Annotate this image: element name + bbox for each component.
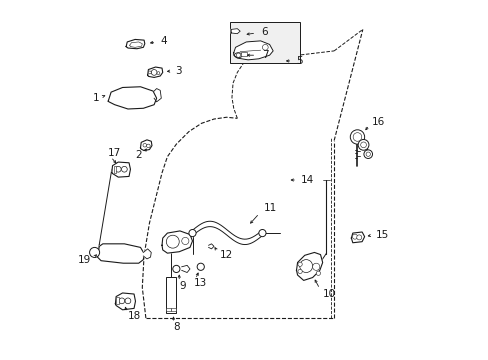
Circle shape xyxy=(357,139,368,150)
Bar xyxy=(116,297,119,304)
Circle shape xyxy=(258,229,265,237)
Circle shape xyxy=(157,72,160,75)
Bar xyxy=(171,308,175,311)
Circle shape xyxy=(360,142,366,148)
Circle shape xyxy=(312,263,319,270)
Text: 13: 13 xyxy=(193,278,206,288)
Polygon shape xyxy=(140,140,152,150)
Text: 9: 9 xyxy=(179,281,185,291)
Circle shape xyxy=(299,260,312,273)
Circle shape xyxy=(125,298,131,304)
Polygon shape xyxy=(351,232,364,243)
Circle shape xyxy=(349,130,364,144)
Text: 4: 4 xyxy=(160,36,166,46)
Circle shape xyxy=(316,271,320,275)
Circle shape xyxy=(352,133,361,141)
Polygon shape xyxy=(162,231,192,253)
Text: 16: 16 xyxy=(371,117,384,127)
Polygon shape xyxy=(182,265,190,273)
Polygon shape xyxy=(208,244,214,249)
Circle shape xyxy=(119,298,124,304)
Polygon shape xyxy=(231,29,240,34)
Circle shape xyxy=(172,265,180,273)
Polygon shape xyxy=(97,244,144,263)
Ellipse shape xyxy=(234,53,242,58)
Circle shape xyxy=(151,69,157,75)
Circle shape xyxy=(188,229,196,237)
Circle shape xyxy=(166,235,179,248)
Circle shape xyxy=(236,53,240,57)
Polygon shape xyxy=(296,252,322,280)
Text: 18: 18 xyxy=(128,311,141,321)
Circle shape xyxy=(121,166,127,172)
Polygon shape xyxy=(108,87,156,109)
Circle shape xyxy=(182,237,188,244)
Polygon shape xyxy=(126,40,144,49)
Text: 6: 6 xyxy=(261,27,268,37)
Polygon shape xyxy=(154,89,161,102)
Text: 3: 3 xyxy=(175,66,182,76)
Bar xyxy=(230,22,300,63)
Circle shape xyxy=(356,235,361,240)
Text: 8: 8 xyxy=(173,322,180,332)
Text: 5: 5 xyxy=(296,56,303,66)
Text: 14: 14 xyxy=(301,175,314,185)
Text: 17: 17 xyxy=(107,148,121,158)
Circle shape xyxy=(363,150,372,158)
Text: 1: 1 xyxy=(92,93,99,103)
Circle shape xyxy=(297,269,302,274)
Polygon shape xyxy=(147,67,163,77)
Text: 12: 12 xyxy=(219,249,232,260)
Circle shape xyxy=(197,263,204,270)
Bar xyxy=(241,52,247,56)
Polygon shape xyxy=(112,162,130,177)
Circle shape xyxy=(297,262,302,266)
Text: 19: 19 xyxy=(78,255,91,265)
Circle shape xyxy=(89,247,100,257)
Circle shape xyxy=(366,152,369,156)
Polygon shape xyxy=(143,249,151,259)
Text: 15: 15 xyxy=(375,230,388,239)
Circle shape xyxy=(262,44,267,50)
Text: 10: 10 xyxy=(322,289,335,299)
Text: 2: 2 xyxy=(135,150,142,160)
Text: 11: 11 xyxy=(264,203,277,213)
Bar xyxy=(113,166,116,173)
Circle shape xyxy=(352,234,357,239)
Text: 7: 7 xyxy=(261,50,268,60)
Circle shape xyxy=(142,143,146,147)
Circle shape xyxy=(146,144,150,148)
Circle shape xyxy=(115,166,121,172)
Polygon shape xyxy=(115,293,135,310)
Circle shape xyxy=(148,71,151,74)
Bar xyxy=(165,277,176,313)
Polygon shape xyxy=(233,41,273,60)
Bar xyxy=(166,308,170,311)
